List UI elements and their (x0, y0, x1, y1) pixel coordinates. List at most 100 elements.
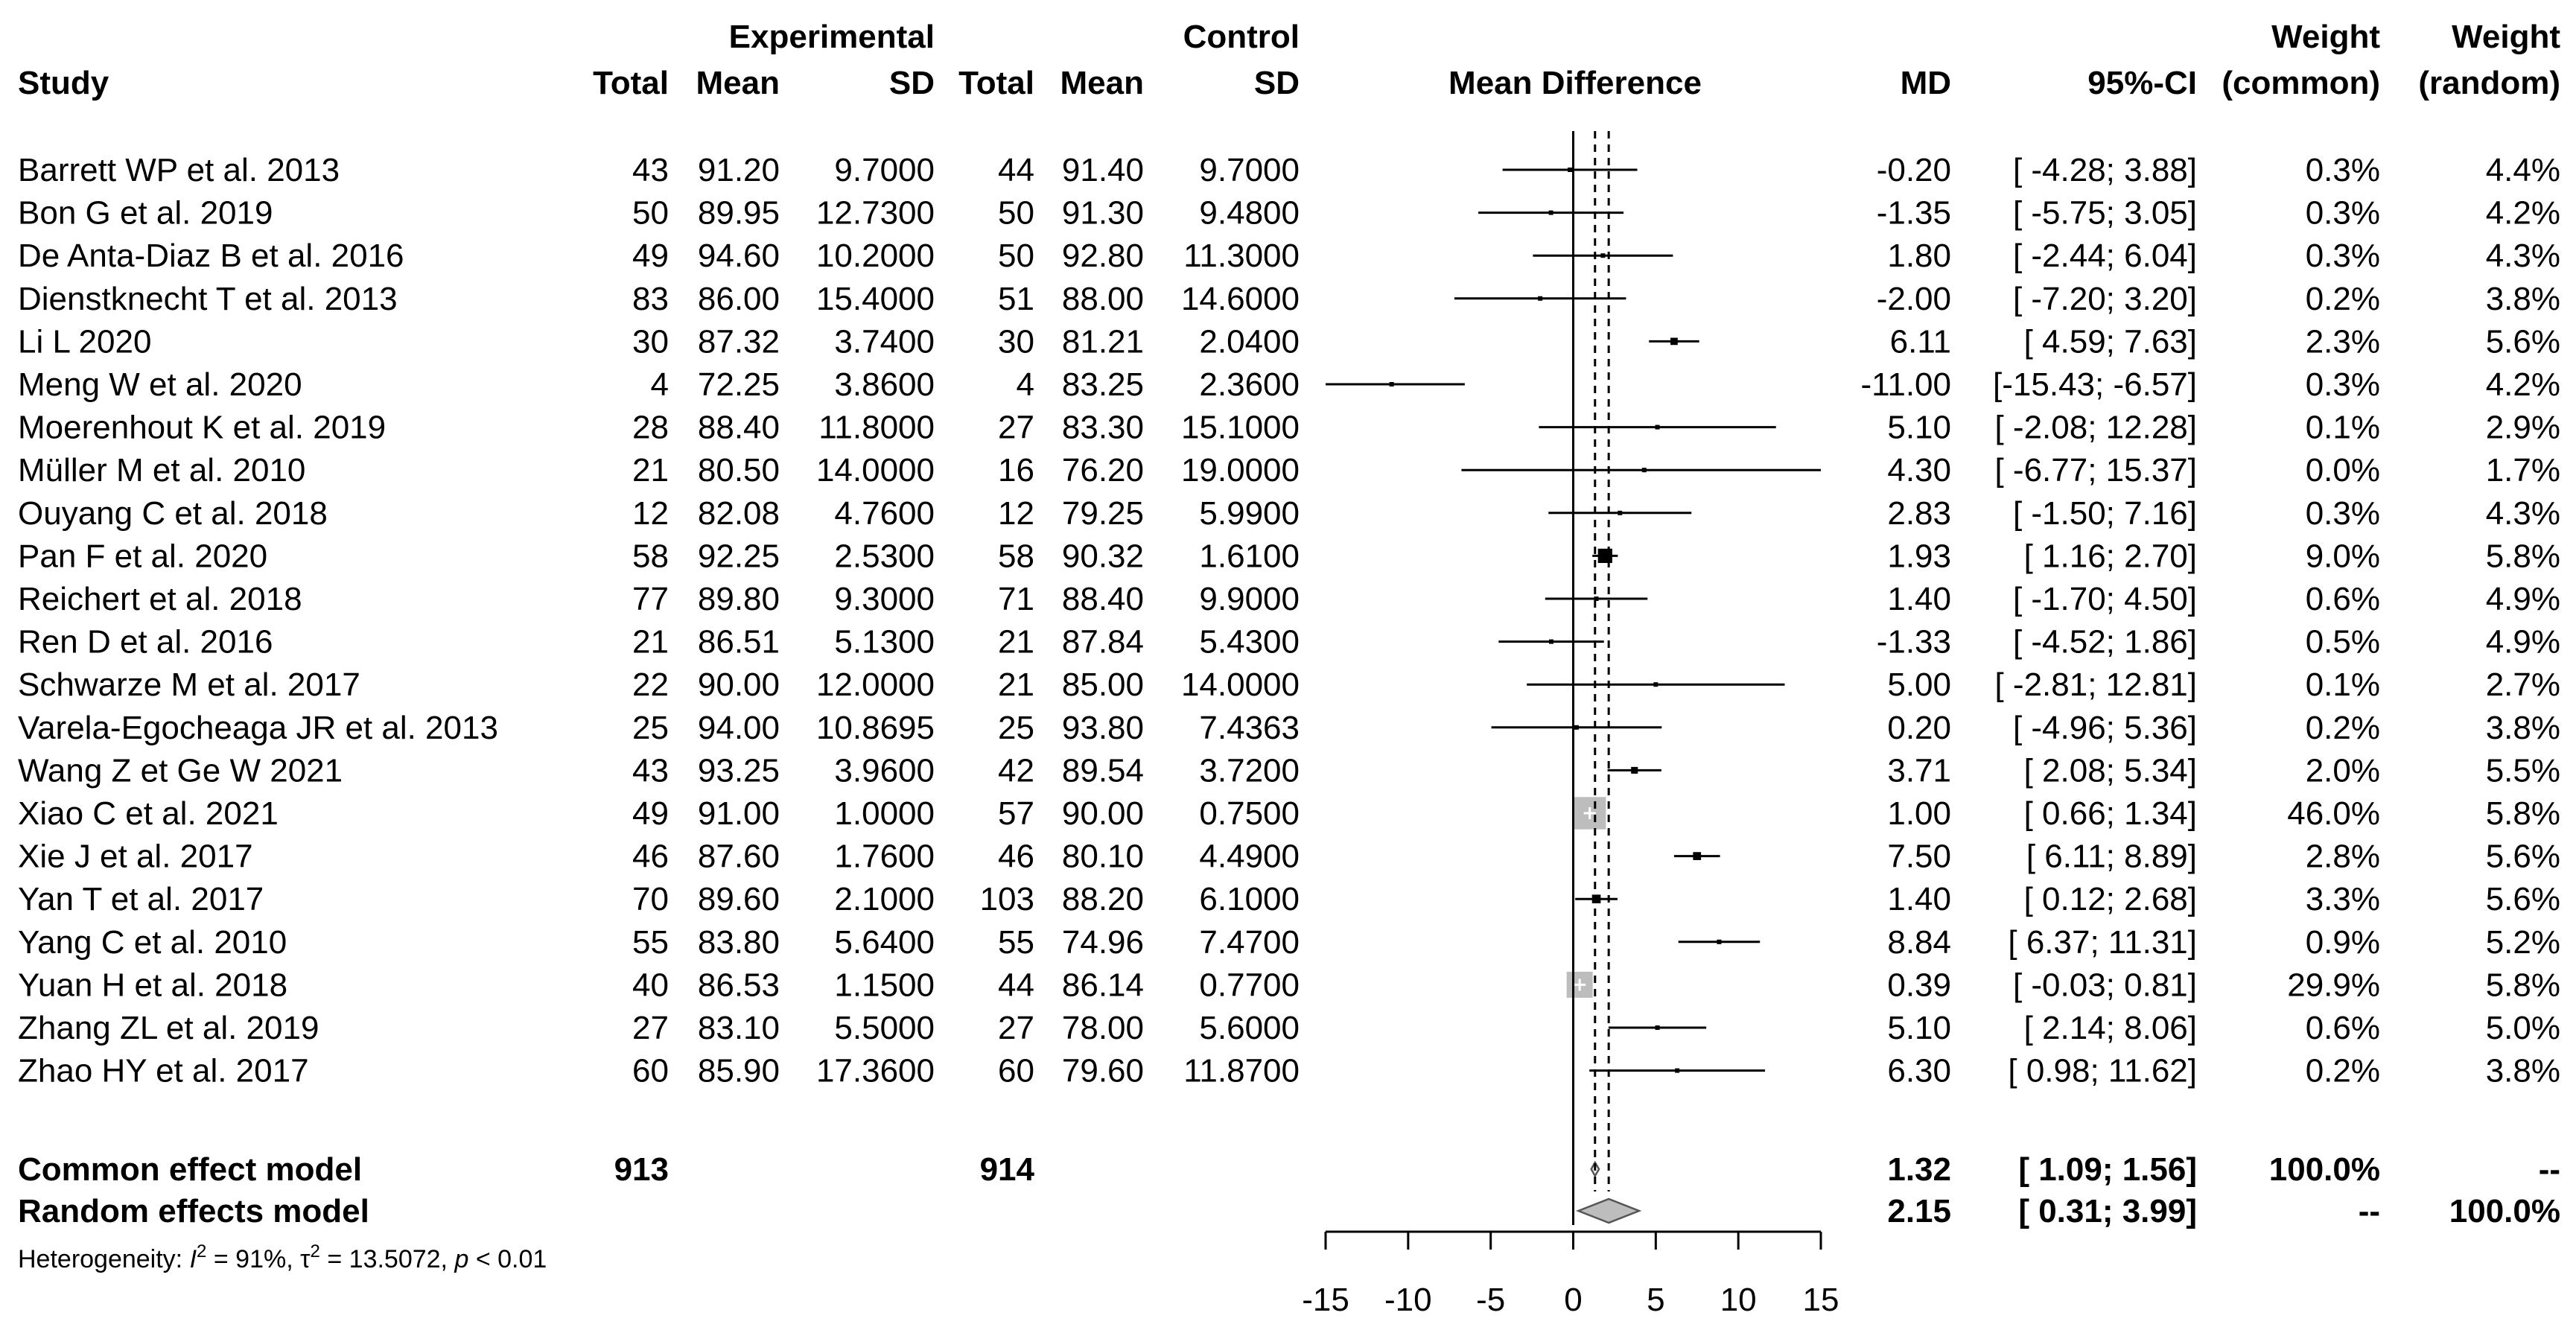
e-mean-cell: 89.95 (698, 195, 780, 232)
e-mean-cell: 85.90 (698, 1053, 780, 1089)
e-total-cell: 60 (632, 1053, 669, 1089)
study-name: De Anta-Diaz B et al. 2016 (18, 238, 404, 274)
e-sd-cell: 2.1000 (834, 881, 935, 917)
e-mean-cell: 86.53 (698, 967, 780, 1003)
e-sd-cell: 3.8600 (834, 366, 935, 403)
effect-square (1597, 548, 1612, 563)
weight-random-cell: 4.4% (2486, 152, 2560, 188)
study-row: Schwarze M et al. 2017 22 90.00 12.0000 21 85… (18, 666, 2560, 703)
weight-random-cell: 5.2% (2486, 924, 2560, 961)
e-total-cell: 49 (632, 795, 669, 832)
weight-common-cell: 46.0% (2287, 795, 2380, 832)
c-sd-cell: 5.4300 (1199, 624, 1300, 661)
ci-cell: [ 2.08; 5.34] (2024, 752, 2197, 789)
study-name: Xie J et al. 2017 (18, 839, 253, 875)
e-mean-cell: 83.80 (698, 924, 780, 961)
x-tick-label: 5 (1647, 1282, 1664, 1318)
control-header: Control (1183, 19, 1300, 55)
c-sd-cell: 19.0000 (1181, 452, 1300, 489)
c-sd-cell: 6.1000 (1199, 881, 1300, 917)
c-mean-cell: 74.96 (1062, 924, 1144, 961)
study-name: Zhang ZL et al. 2019 (18, 1010, 319, 1046)
c-sd-cell: 7.4700 (1199, 924, 1300, 961)
c-total-cell: 51 (998, 281, 1034, 317)
e-mean-cell: 87.32 (698, 323, 780, 360)
c-mean-cell: 78.00 (1062, 1010, 1144, 1046)
study-row: Müller M et al. 2010 21 80.50 14.0000 16 76.2… (18, 452, 2560, 489)
e-total-cell: 70 (632, 881, 669, 917)
study-row: Pan F et al. 2020 58 92.25 2.5300 58 90.32 1.6… (18, 538, 2560, 574)
e-mean-cell: 94.60 (698, 238, 780, 274)
c-mean-header: Mean (1060, 65, 1144, 101)
c-mean-cell: 86.14 (1062, 967, 1144, 1003)
md-cell: 7.50 (1887, 839, 1951, 875)
md-cell: 5.00 (1887, 666, 1951, 703)
effect-square (1568, 168, 1573, 172)
weight-common-cell: 0.1% (2306, 410, 2380, 446)
ci-cell: [ 6.37; 11.31] (2008, 924, 2197, 961)
md-cell: 1.80 (1887, 238, 1951, 274)
e-sd-cell: 5.1300 (834, 624, 935, 661)
e-mean-cell: 89.60 (698, 881, 780, 917)
e-mean-cell: 82.08 (698, 495, 780, 532)
e-mean-cell: 83.10 (698, 1010, 780, 1046)
c-mean-cell: 79.60 (1062, 1053, 1144, 1089)
effect-square (1548, 210, 1553, 215)
study-name: Varela-Egocheaga JR et al. 2013 (18, 710, 498, 746)
md-cell: 2.83 (1887, 495, 1951, 532)
ci-cell: [ -2.81; 12.81] (1994, 666, 2197, 703)
e-sd-cell: 12.7300 (816, 195, 935, 232)
md-cell: 6.11 (1890, 323, 1951, 360)
effect-square (1641, 468, 1647, 473)
md-cell: 4.30 (1887, 452, 1951, 489)
c-sd-cell: 11.8700 (1183, 1053, 1300, 1089)
e-sd-cell: 17.3600 (816, 1053, 935, 1089)
e-total-cell: 43 (632, 152, 669, 188)
md-cell: 6.30 (1887, 1053, 1951, 1089)
weight-common-cell: 0.0% (2306, 452, 2380, 489)
weight-common-cell: 0.3% (2306, 152, 2380, 188)
c-sd-cell: 3.7200 (1199, 752, 1300, 789)
x-tick-label: -5 (1476, 1282, 1505, 1318)
c-sd-cell: 4.4900 (1199, 839, 1300, 875)
e-sd-cell: 1.1500 (834, 967, 935, 1003)
e-mean-cell: 91.00 (698, 795, 780, 832)
study-header: Study (18, 65, 109, 101)
summary-e-total: 913 (614, 1151, 669, 1188)
c-total-cell: 30 (998, 323, 1034, 360)
study-row: Yang C et al. 2010 55 83.80 5.6400 55 74.96 7.… (18, 924, 2560, 961)
study-row: Zhang ZL et al. 2019 27 83.10 5.5000 27 78.00… (18, 1010, 2560, 1046)
study-name: Wang Z et Ge W 2021 (18, 752, 343, 789)
weight-common-cell: 2.0% (2306, 752, 2380, 789)
c-sd-cell: 14.6000 (1181, 281, 1300, 317)
weight-random-cell: 4.9% (2486, 581, 2560, 617)
weight-random-cell: 3.8% (2486, 710, 2560, 746)
e-sd-cell: 15.4000 (816, 281, 935, 317)
effect-square (1717, 939, 1722, 944)
c-mean-cell: 92.80 (1062, 238, 1144, 274)
e-mean-cell: 94.00 (698, 710, 780, 746)
effect-square (1670, 337, 1678, 346)
c-mean-cell: 88.00 (1062, 281, 1144, 317)
weight-common-header: Weight (2271, 19, 2380, 55)
study-name: Li L 2020 (18, 323, 151, 360)
c-sd-cell: 1.6100 (1199, 538, 1300, 574)
ci-cell: [ -4.52; 1.86] (2013, 624, 2197, 661)
c-mean-cell: 76.20 (1062, 452, 1144, 489)
c-mean-cell: 81.21 (1062, 323, 1144, 360)
c-total-cell: 21 (998, 666, 1034, 703)
e-mean-cell: 86.00 (698, 281, 780, 317)
weight-random-cell: 4.3% (2486, 238, 2560, 274)
summary-weight-random: -- (2539, 1151, 2560, 1188)
study-row: Reichert et al. 2018 77 89.80 9.3000 71 88.40… (18, 581, 2560, 617)
c-total-cell: 12 (998, 495, 1034, 532)
study-name: Pan F et al. 2020 (18, 538, 267, 574)
weight-common-cell: 0.2% (2306, 710, 2380, 746)
c-total-cell: 4 (1017, 366, 1034, 403)
ci-cell: [ -0.03; 0.81] (2013, 967, 2197, 1003)
study-row: Yan T et al. 2017 70 89.60 2.1000 103 88.20 6.… (18, 881, 2560, 917)
c-total-cell: 44 (998, 967, 1034, 1003)
e-mean-cell: 91.20 (698, 152, 780, 188)
ci-cell: [ -1.50; 7.16] (2013, 495, 2197, 532)
c-mean-cell: 79.25 (1062, 495, 1144, 532)
